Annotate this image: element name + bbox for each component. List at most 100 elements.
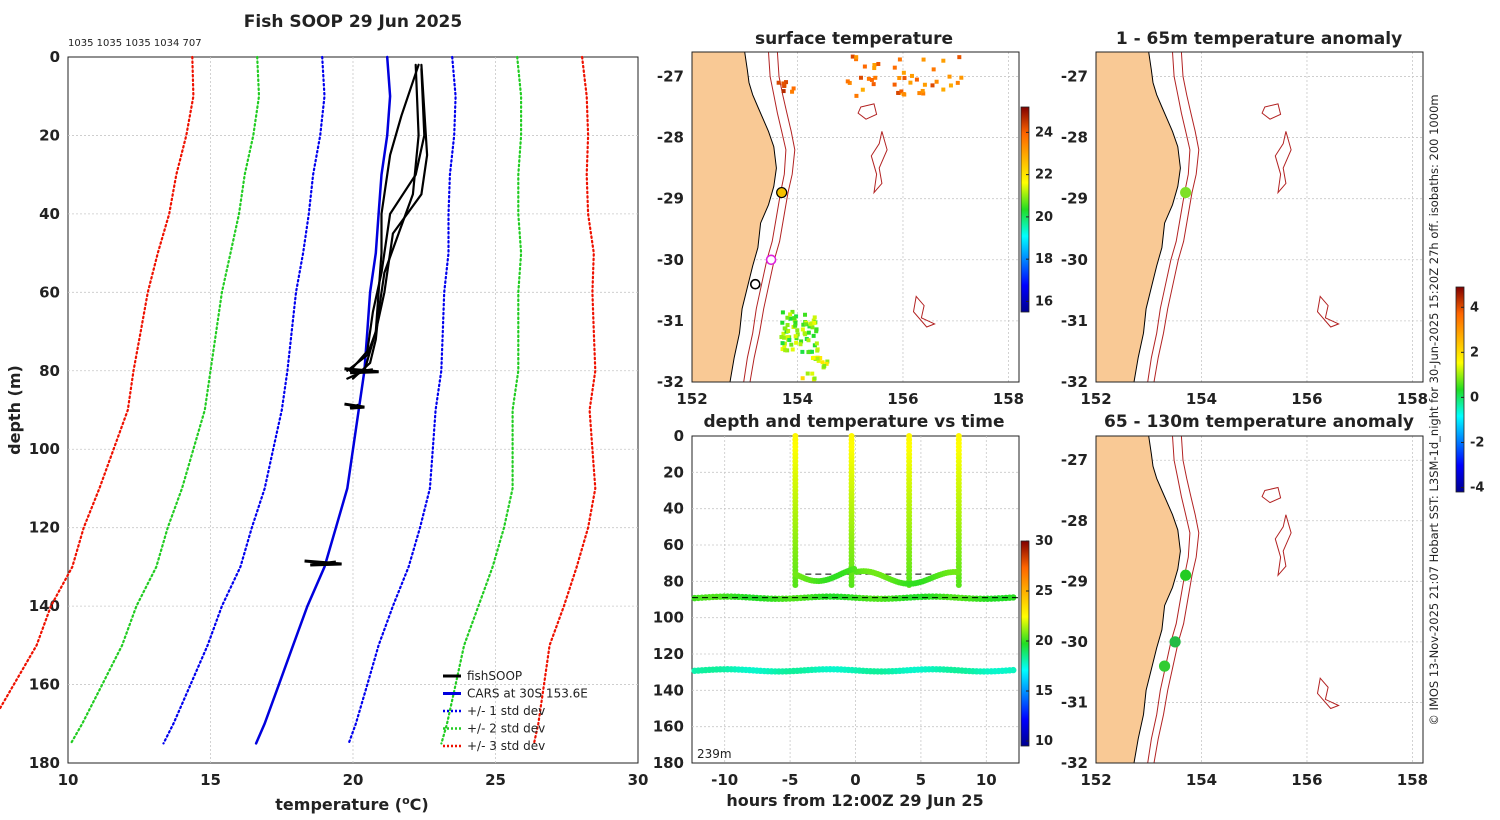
legend-label: CARS at 30S 153.6E bbox=[467, 687, 588, 701]
seamount-isobath bbox=[1274, 131, 1292, 195]
map-y-tick-label: -28 bbox=[1061, 512, 1088, 530]
std-minus-3-line bbox=[0, 55, 195, 711]
std-plus-3-line bbox=[532, 55, 597, 745]
map-y-tick-label: -28 bbox=[1061, 129, 1088, 147]
colorbar-tick-label: 2 bbox=[1470, 345, 1479, 360]
profile-x-axis-label: temperature (oC) bbox=[275, 794, 428, 814]
profile-counts-label: 1035 1035 1035 1034 707 bbox=[68, 38, 202, 49]
x-tick-label: 5 bbox=[916, 771, 926, 789]
station-marker bbox=[749, 278, 761, 290]
seamount-isobath bbox=[1261, 103, 1282, 120]
map-x-tick-label: 152 bbox=[676, 390, 707, 408]
colorbar-tick-label: 24 bbox=[1035, 125, 1053, 140]
map-y-tick-label: -31 bbox=[1061, 693, 1088, 711]
sst-pixel bbox=[783, 326, 788, 331]
sst-pixel bbox=[793, 320, 798, 325]
sst-pixel bbox=[930, 83, 935, 88]
sst-pixel bbox=[782, 344, 787, 349]
sst-pixel bbox=[854, 57, 859, 62]
colorbar-tick-label: 30 bbox=[1035, 534, 1053, 549]
std-minus-1-line bbox=[162, 55, 326, 745]
data-credit-text: © IMOS 13-Nov-2025 21:07 Hobart SST: L3S… bbox=[1427, 94, 1441, 725]
colorbar-tick-label: 10 bbox=[1035, 734, 1053, 749]
fishsoop-profile-line bbox=[349, 67, 426, 372]
map-frame bbox=[691, 51, 1020, 383]
map-x-tick-label: 154 bbox=[1186, 771, 1217, 789]
deep-anomaly-tick-labels: 152 154 156 158 -27 -28 -29 -30 -31 -32 bbox=[1061, 451, 1428, 789]
sst-pixel bbox=[785, 322, 790, 327]
isobath-1000m bbox=[749, 51, 796, 383]
y-tick-label: 160 bbox=[29, 676, 60, 694]
time-series-gridlines bbox=[692, 436, 1019, 763]
map-y-tick-label: -32 bbox=[1061, 373, 1088, 391]
sst-pixel bbox=[780, 310, 785, 315]
sst-pixel bbox=[896, 90, 901, 95]
sst-pixel bbox=[776, 80, 781, 85]
sst-pixel bbox=[786, 328, 791, 333]
sst-pixel bbox=[815, 348, 820, 353]
bottom-track-point bbox=[1010, 666, 1017, 674]
colorbar-tick-label: 25 bbox=[1035, 584, 1053, 599]
sst-pixel bbox=[921, 57, 926, 62]
sst-pixel bbox=[805, 371, 810, 376]
sst-pixel bbox=[858, 75, 863, 80]
sst-pixel bbox=[901, 92, 906, 97]
sst-pixel bbox=[792, 316, 797, 321]
y-tick-label: 120 bbox=[653, 645, 684, 663]
land-mass bbox=[1095, 435, 1181, 764]
sst-colorbar-bar bbox=[1020, 106, 1030, 313]
colorbar-tick-label: 22 bbox=[1035, 168, 1053, 183]
sst-pixel bbox=[806, 350, 811, 355]
station-marker bbox=[1180, 569, 1192, 581]
sst-pixel bbox=[780, 347, 785, 352]
profile-series bbox=[0, 55, 597, 745]
map-x-tick-label: 152 bbox=[1080, 390, 1111, 408]
sst-pixel bbox=[807, 324, 812, 329]
isobath-200m bbox=[1147, 435, 1191, 764]
land-mass bbox=[691, 51, 777, 383]
seamount-isobath bbox=[870, 131, 888, 195]
deep-anomaly-map bbox=[1095, 435, 1424, 764]
anomaly-colorbar: 4 2 0 -2 -4 bbox=[1455, 286, 1484, 495]
sst-pixel bbox=[781, 331, 786, 336]
map-x-tick-label: 158 bbox=[1397, 771, 1428, 789]
sst-pixel bbox=[902, 76, 907, 81]
shallow-anomaly-tick-labels: 152 154 156 158 -27 -28 -29 -30 -31 -32 bbox=[1061, 67, 1428, 408]
y-tick-label: 80 bbox=[663, 572, 684, 590]
sst-pixel bbox=[809, 349, 814, 354]
station-marker bbox=[1180, 186, 1192, 199]
sst-pixel bbox=[921, 91, 926, 96]
station-marker bbox=[1158, 660, 1171, 672]
shallow-anomaly-map bbox=[1095, 51, 1424, 383]
sst-pixel bbox=[860, 87, 865, 92]
deep-anomaly-map-panel: 65 - 130m temperature anomaly 152 154 156 1… bbox=[1061, 286, 1484, 789]
fishsoop-profile-line bbox=[351, 63, 420, 380]
y-tick-label: 40 bbox=[663, 500, 684, 518]
map-x-tick-label: 154 bbox=[1186, 390, 1217, 408]
station-marker bbox=[765, 254, 777, 266]
sst-pixel bbox=[909, 73, 914, 78]
seamount-isobath bbox=[912, 295, 936, 328]
seamount-isobath bbox=[857, 103, 878, 120]
profile-chart-title: Fish SOOP 29 Jun 2025 bbox=[244, 12, 462, 32]
isobath-200m bbox=[743, 51, 787, 383]
cast-point bbox=[792, 581, 799, 588]
sst-pixel bbox=[795, 328, 800, 333]
cars-climatology-line bbox=[254, 55, 392, 745]
map-y-tick-label: -28 bbox=[657, 129, 684, 147]
sst-pixel bbox=[779, 335, 784, 340]
legend-label: fishSOOP bbox=[467, 669, 522, 683]
sst-pixel bbox=[899, 89, 904, 94]
map-frame bbox=[1095, 51, 1424, 383]
sst-pixel bbox=[794, 340, 799, 345]
map-y-tick-label: -32 bbox=[657, 373, 684, 391]
sst-pixel bbox=[811, 333, 816, 338]
sst-pixel bbox=[801, 322, 806, 327]
map-x-tick-label: 154 bbox=[782, 390, 813, 408]
sst-pixel bbox=[784, 80, 789, 85]
sst-pixel bbox=[814, 327, 819, 332]
sst-pixel bbox=[941, 87, 946, 92]
sst-pixel bbox=[806, 330, 811, 335]
map-y-tick-label: -31 bbox=[1061, 312, 1088, 330]
